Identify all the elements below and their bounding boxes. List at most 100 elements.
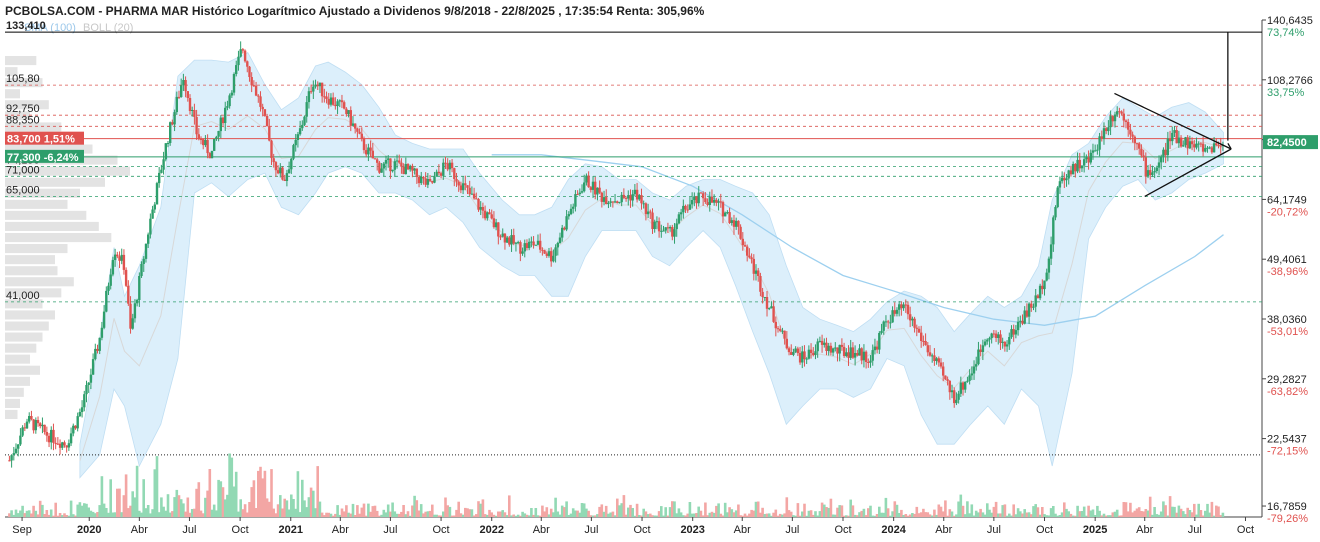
volume-bar [146,505,150,517]
candle-body [1016,321,1020,331]
candle-body [1063,177,1066,181]
volume-bar [201,513,205,517]
volume-bar [840,505,844,517]
candle-body [530,241,533,243]
volume-bar [34,510,38,517]
candle-body [382,163,385,169]
volume-bar [516,514,520,517]
volume-bar [353,515,357,517]
volume-bar [497,511,500,517]
volume-bar [182,503,185,517]
volume-bar [294,508,297,517]
volume-bar [499,511,502,517]
volume-bar [268,501,271,517]
volume-bar [1008,513,1011,517]
volume-bar [906,515,910,517]
candle-body [327,99,330,105]
candle-body [752,258,755,274]
volume-bar [624,514,628,517]
y-tick-label: 108,2766 [1267,75,1313,87]
candle-body [169,122,172,143]
candle-body [19,435,22,445]
volume-bar [682,515,685,517]
candle-body [708,196,711,205]
candle-body [391,169,394,172]
volume-bar [688,502,692,517]
candle-body [1140,148,1143,156]
candle-body [261,106,264,110]
candle-body [1069,170,1073,175]
candle-body [563,227,566,230]
price-box-label: 77,300 -6,24% [7,152,79,164]
triangle-apex-line [1227,143,1232,150]
volume-bar [660,506,663,517]
candle-body [677,214,681,224]
candle-body [12,453,15,456]
candle-body [1124,120,1128,122]
volume-bar [1096,505,1099,517]
candle-body [649,211,652,213]
volume-profile-bar [5,78,43,88]
candle-body [587,175,590,188]
candle-body [975,364,978,367]
volume-bar [904,514,908,517]
candles [8,41,1225,468]
candle-body [323,96,326,98]
x-tick-label: Abr [332,524,349,536]
candle-body [221,117,225,124]
volume-bar [549,508,553,517]
candle-body [662,230,665,232]
volume-bar [598,506,601,517]
volume-bar [1215,505,1218,517]
x-tick-label: Jul [383,524,397,536]
volume-bar [1056,515,1059,517]
volume-bar [442,511,445,517]
volume-bar [655,515,659,517]
candle-body [213,138,216,151]
candle-body [1010,329,1013,338]
volume-bar [977,512,980,517]
candle-body [693,196,696,200]
candle-body [924,341,927,346]
candle-body [979,349,982,352]
volume-bar [439,515,443,517]
volume-bar [889,515,892,517]
volume-bar [1126,511,1130,517]
candle-body [605,197,608,205]
volume-bar [646,514,650,517]
candle-body [318,82,322,87]
candle-body [911,318,914,321]
volume-bar [477,501,480,517]
volume-bar [1025,512,1029,517]
candle-body [1113,114,1117,122]
y-tick-percent: 33,75% [1267,87,1305,99]
volume-bar [342,511,346,517]
volume-bar [435,514,438,517]
candle-body [149,218,152,235]
candle-body [265,116,269,127]
volume-bar [1115,509,1119,517]
candle-body [759,276,762,292]
candle-body [464,183,467,186]
candle-body [442,162,445,176]
volume-bar [1078,511,1082,517]
sma-line [491,154,1224,326]
volume-bar [580,503,584,517]
volume-profile-bar [5,233,112,243]
candle-body [878,333,881,350]
candle-body [1144,157,1147,177]
candle-body [1102,128,1106,139]
candle-body [913,318,916,328]
volume-bar [468,509,471,517]
volume-bar [1060,512,1064,517]
candle-body [486,212,489,219]
x-tick-label: Oct [1036,524,1053,536]
volume-bar [1153,507,1156,517]
candle-body [1074,164,1077,172]
candle-body [39,423,42,427]
candle-body [552,255,555,262]
candle-body [171,122,174,125]
candle-body [166,143,170,144]
candle-body [635,189,639,200]
candle-body [501,233,504,237]
